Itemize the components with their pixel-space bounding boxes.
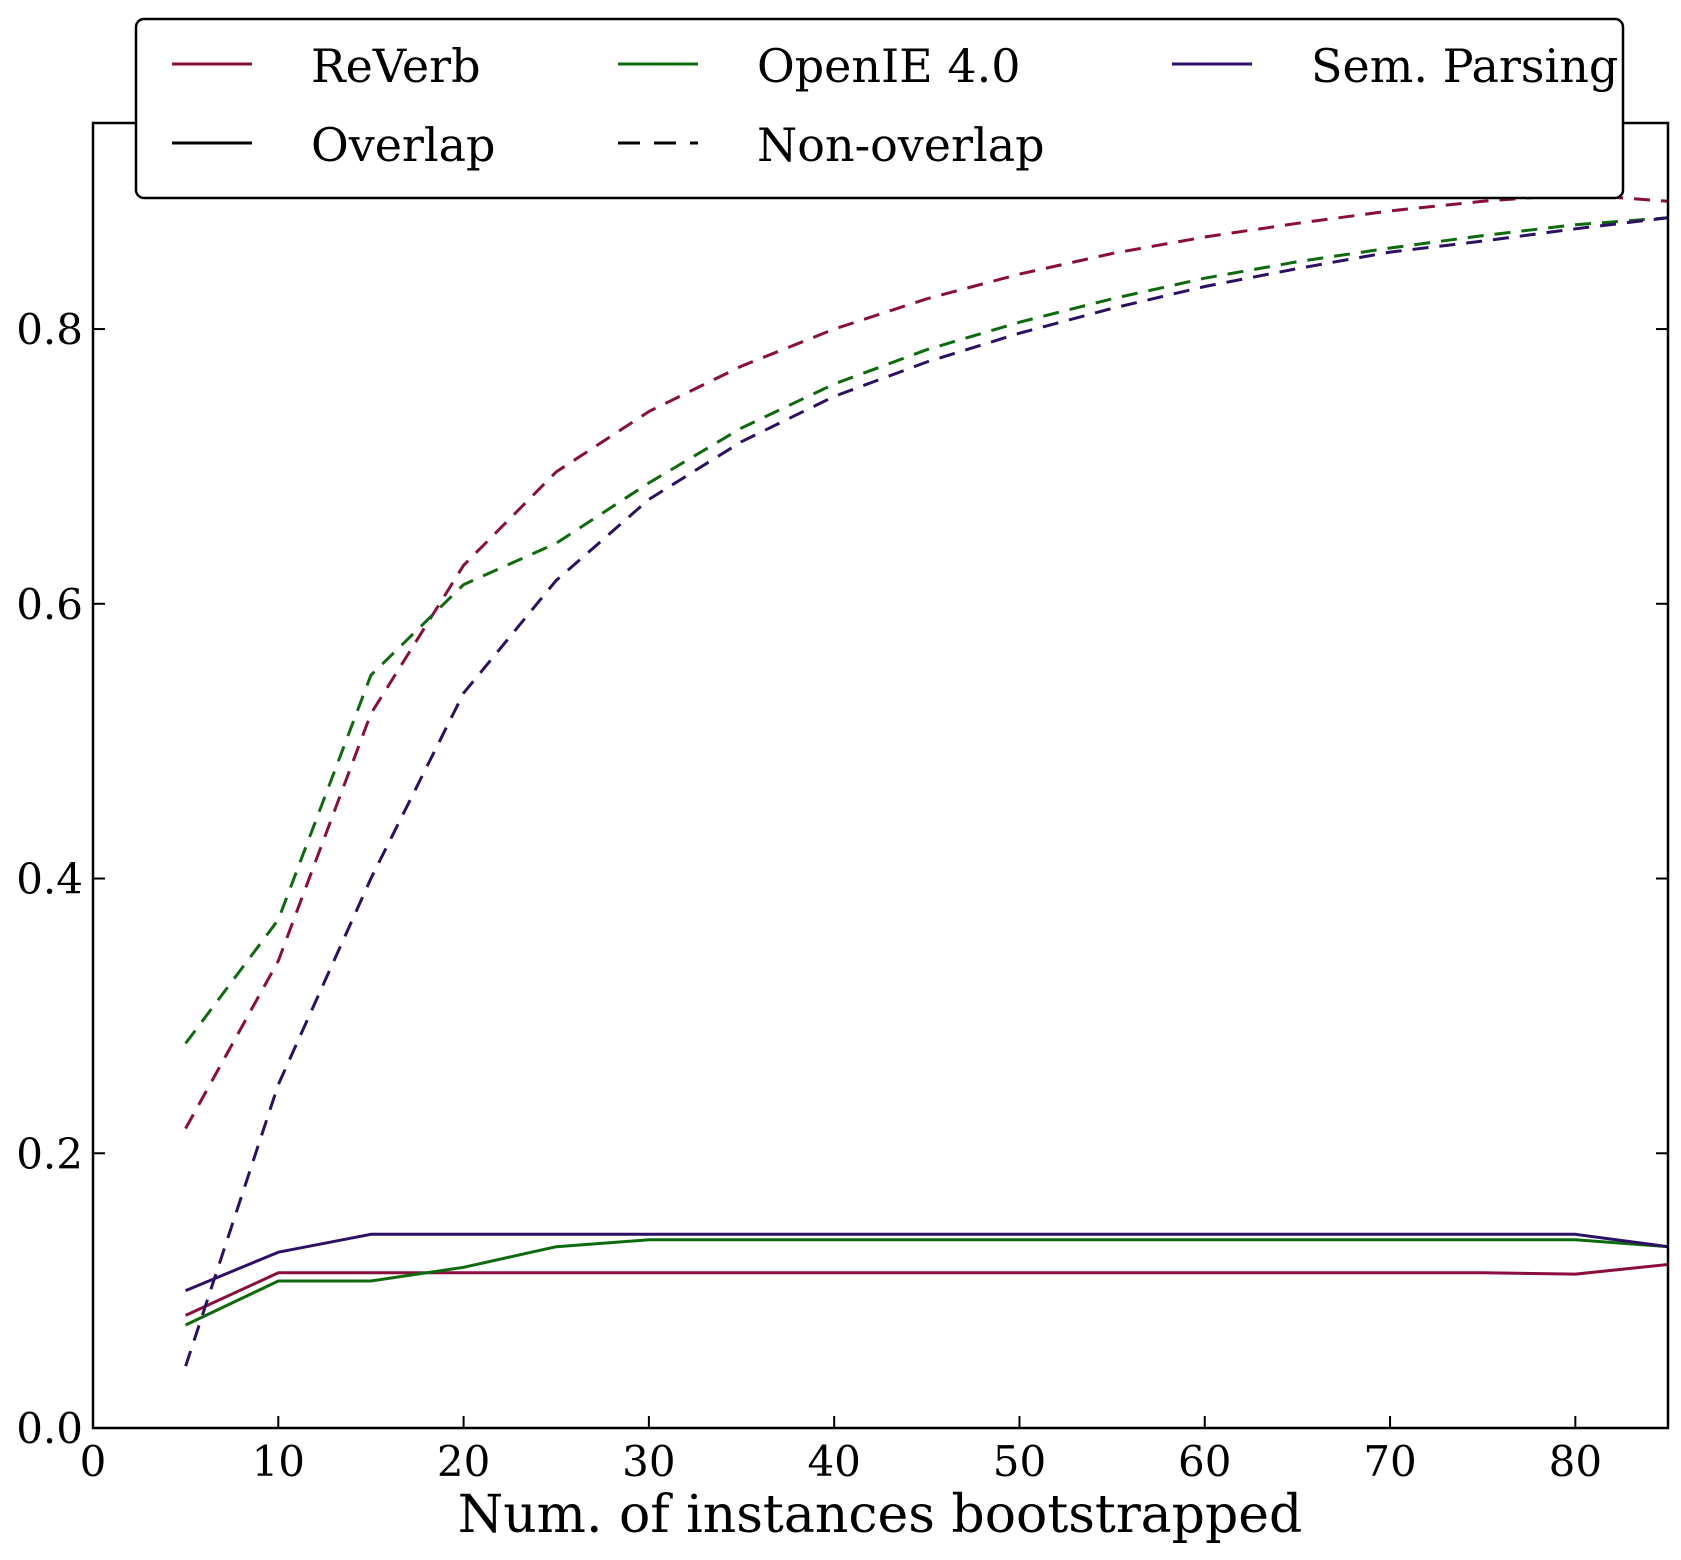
series-line-openie-4-0-overlap <box>184 1238 1669 1327</box>
series-line-reverb-non-overlap <box>184 192 1669 1130</box>
x-tick-label: 10 <box>252 1437 305 1486</box>
x-tick-label: 60 <box>1178 1437 1231 1486</box>
series-line-openie-4-0-non-overlap <box>184 216 1669 1045</box>
x-axis-title: Num. of instances bootstrapped <box>458 1485 1303 1545</box>
series-layer <box>184 192 1669 1367</box>
legend: ReVerb OpenIE 4.0 Sem. Parsing Overlap N… <box>134 17 1625 200</box>
series-line-reverb-overlap <box>184 1263 1669 1317</box>
x-tick-label: 80 <box>1549 1437 1602 1486</box>
x-tick-label: 50 <box>993 1437 1046 1486</box>
legend-label-openie: OpenIE 4.0 <box>757 39 1021 93</box>
x-tick-label: 20 <box>437 1437 490 1486</box>
y-tick-label: 0.6 <box>16 580 83 629</box>
x-tick-label: 0 <box>80 1437 107 1486</box>
y-tick-label: 0.2 <box>16 1129 83 1178</box>
plot-frame <box>91 121 1670 1430</box>
y-tick-label: 0.0 <box>16 1404 83 1453</box>
ticks-layer: 0 10 20 30 40 50 60 70 80 0.0 0.2 0.4 0.6 0.8 <box>16 123 1668 1486</box>
y-tick-label: 0.8 <box>16 305 83 354</box>
legend-label-sem-parsing: Sem. Parsing <box>1311 39 1618 93</box>
series-line-sem-parsing-overlap <box>185 1232 1669 1292</box>
x-tick-label: 30 <box>622 1437 675 1486</box>
y-tick-label: 0.4 <box>16 855 83 904</box>
x-tick-label: 40 <box>807 1437 860 1486</box>
legend-label-overlap: Overlap <box>311 118 496 172</box>
series-line-sem-parsing-non-overlap <box>184 216 1669 1367</box>
x-tick-label: 70 <box>1363 1437 1416 1486</box>
legend-label-reverb: ReVerb <box>311 39 481 93</box>
legend-label-non-overlap: Non-overlap <box>757 118 1045 172</box>
